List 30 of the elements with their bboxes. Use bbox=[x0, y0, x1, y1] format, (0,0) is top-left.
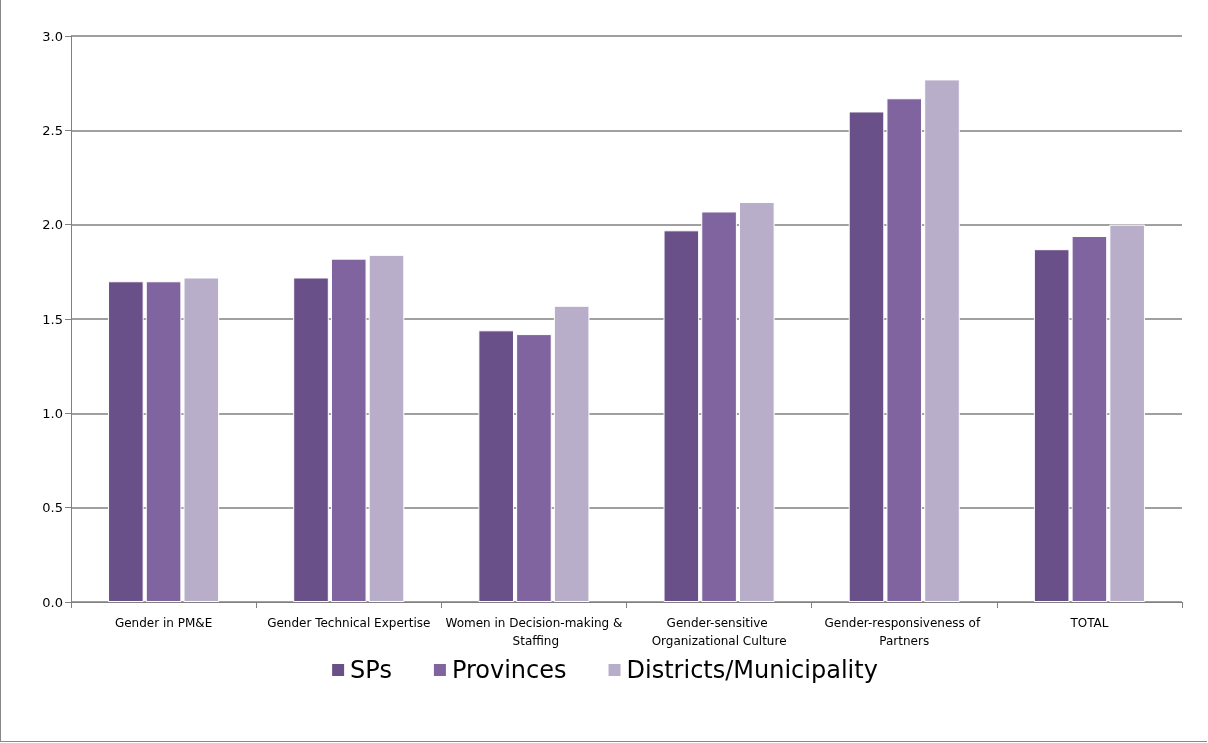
bar bbox=[924, 79, 960, 602]
bar bbox=[886, 98, 923, 602]
y-tick-label: 2.0 bbox=[42, 217, 63, 233]
y-tick-label: 3.0 bbox=[42, 28, 63, 44]
legend-label: SPs bbox=[350, 656, 392, 684]
y-tick-label: 0.5 bbox=[42, 500, 63, 516]
y-tick-label: 0.0 bbox=[42, 594, 63, 610]
x-tick-label: Gender-responsiveness of Partners bbox=[824, 616, 984, 648]
bar bbox=[516, 334, 552, 602]
bar bbox=[330, 258, 367, 602]
bar bbox=[293, 277, 329, 602]
bar bbox=[739, 202, 775, 602]
x-tick-label: Gender Technical Expertise bbox=[267, 616, 431, 630]
legend-label: Districts/Municipality bbox=[626, 656, 878, 684]
x-tick-label: Gender-sensitive Organizational Culture bbox=[651, 616, 787, 648]
x-tick-label: TOTAL bbox=[1069, 616, 1109, 630]
legend-label: Provinces bbox=[451, 656, 567, 684]
bar bbox=[368, 254, 405, 602]
bar bbox=[108, 281, 144, 602]
bar bbox=[478, 330, 514, 602]
x-tick-label: Gender in PM&E bbox=[114, 616, 213, 630]
y-tick-label: 2.5 bbox=[42, 122, 63, 138]
bar bbox=[848, 111, 885, 602]
y-tick-label: 1.0 bbox=[42, 405, 63, 421]
bar bbox=[553, 305, 590, 602]
y-tick-label: 1.5 bbox=[42, 311, 63, 327]
bar bbox=[663, 230, 700, 602]
x-tick-label: Women in Decision-making & Staffing bbox=[445, 616, 623, 648]
bar bbox=[701, 211, 737, 602]
bar bbox=[1109, 224, 1145, 602]
